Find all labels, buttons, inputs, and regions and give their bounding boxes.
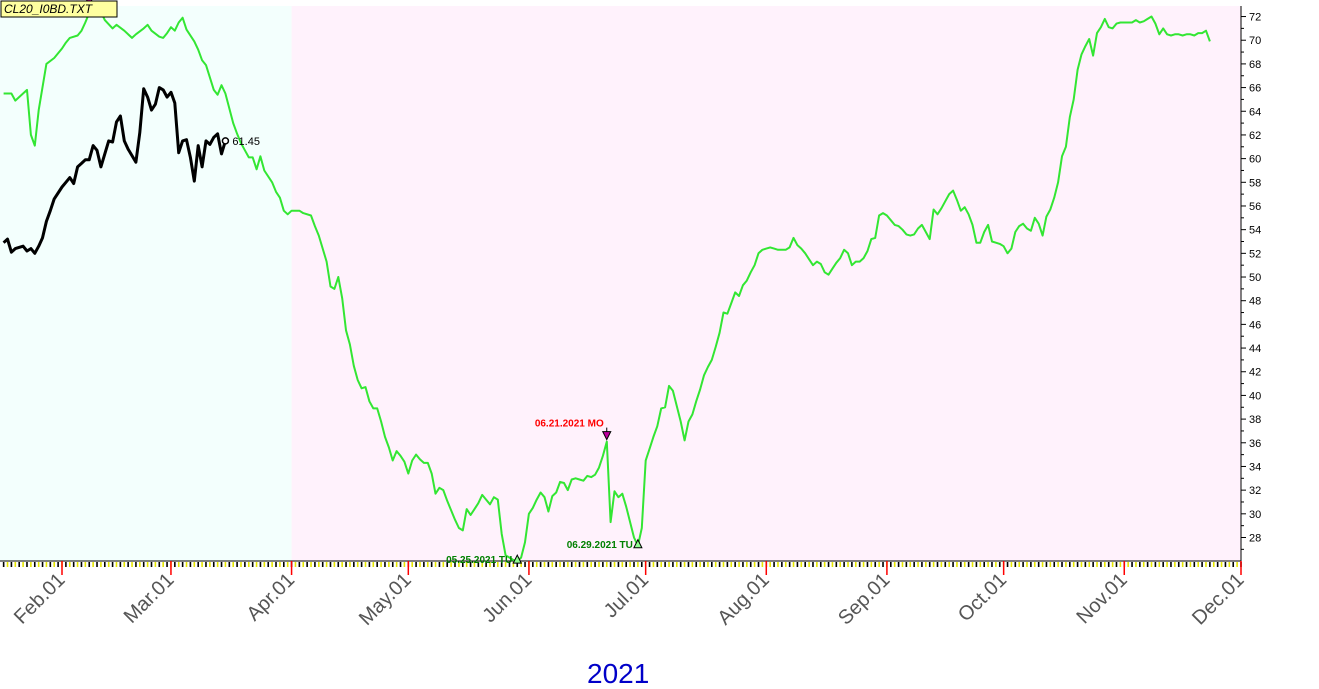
background-regions [0, 6, 1242, 561]
y-tick-label: 40 [1249, 390, 1261, 402]
y-tick-label: 36 [1249, 438, 1261, 450]
y-tick-label: 50 [1249, 272, 1261, 284]
x-tick-label: Dec.01 [1188, 569, 1248, 629]
y-tick-label: 64 [1249, 106, 1261, 118]
y-tick-label: 68 [1249, 59, 1261, 71]
peak-annotation: 06.21.2021 MO [535, 419, 604, 430]
y-tick-label: 34 [1249, 461, 1261, 473]
x-tick-label: Feb.01 [10, 569, 70, 629]
trough-annotation: 05.25.2021 TU [446, 555, 512, 566]
y-tick-label: 44 [1249, 343, 1261, 355]
x-tick-label: Oct.01 [954, 569, 1011, 626]
chart-title: CL20_I0BD.TXT [4, 2, 94, 16]
y-tick-label: 38 [1249, 414, 1261, 426]
x-tick-label: Nov.01 [1072, 569, 1131, 628]
series-lines [2, 6, 1211, 563]
shaded-region [291, 6, 1242, 561]
y-tick-label: 52 [1249, 248, 1261, 260]
y-tick-label: 46 [1249, 319, 1261, 331]
x-tick-label: Apr.01 [243, 569, 299, 625]
trough-marker [512, 554, 523, 564]
y-tick-label: 48 [1249, 296, 1261, 308]
series-line-green [3, 6, 1211, 563]
x-tick-label: Jun.01 [478, 569, 536, 627]
end-value-label: 61.45 [232, 136, 260, 148]
trough-marker [633, 538, 643, 549]
title-box [0, 0, 118, 18]
x-tick-label: Mar.01 [120, 569, 179, 628]
y-tick-label: 60 [1249, 154, 1261, 166]
year-label: 2021 [587, 658, 649, 689]
y-tick-label: 70 [1249, 35, 1261, 47]
y-tick-label: 72 [1249, 12, 1261, 24]
y-tick-label: 42 [1249, 367, 1261, 379]
shaded-region [0, 6, 292, 561]
x-tick-label: Jul.01 [600, 569, 653, 622]
y-tick-label: 58 [1249, 177, 1261, 189]
x-tick-label: Sep.01 [834, 569, 894, 629]
y-tick-label: 66 [1249, 83, 1261, 95]
x-tick-label: Aug.01 [713, 569, 773, 629]
y-tick-label: 28 [1249, 533, 1261, 545]
y-tick-label: 30 [1249, 509, 1261, 521]
y-tick-label: 56 [1249, 201, 1261, 213]
x-tick-label: May.01 [355, 569, 416, 630]
series-end-marker [221, 137, 230, 145]
trough-annotation: 06.29.2021 TU [567, 540, 633, 551]
y-tick-label: 62 [1249, 130, 1261, 142]
y-tick-label: 32 [1249, 485, 1261, 497]
y-tick-label: 54 [1249, 225, 1261, 237]
series-line-black [2, 86, 227, 255]
